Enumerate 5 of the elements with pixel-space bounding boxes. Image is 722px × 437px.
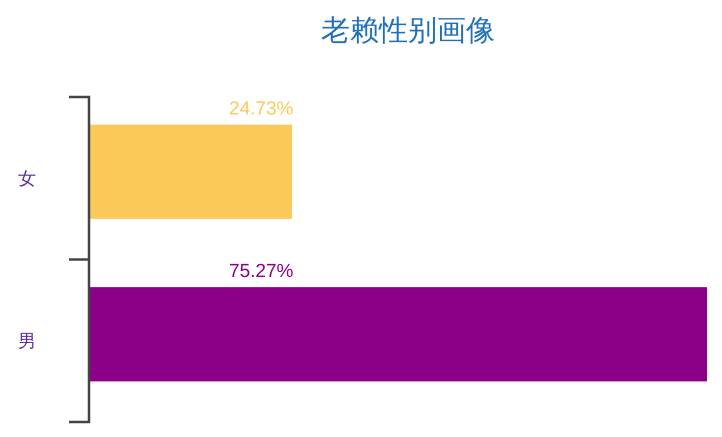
category-label: 女 xyxy=(18,168,36,188)
value-label: 75.27% xyxy=(229,261,294,282)
category-label: 男 xyxy=(18,330,36,351)
value-label: 24.73% xyxy=(229,98,294,120)
title: 老赖性别画像 xyxy=(321,15,495,47)
